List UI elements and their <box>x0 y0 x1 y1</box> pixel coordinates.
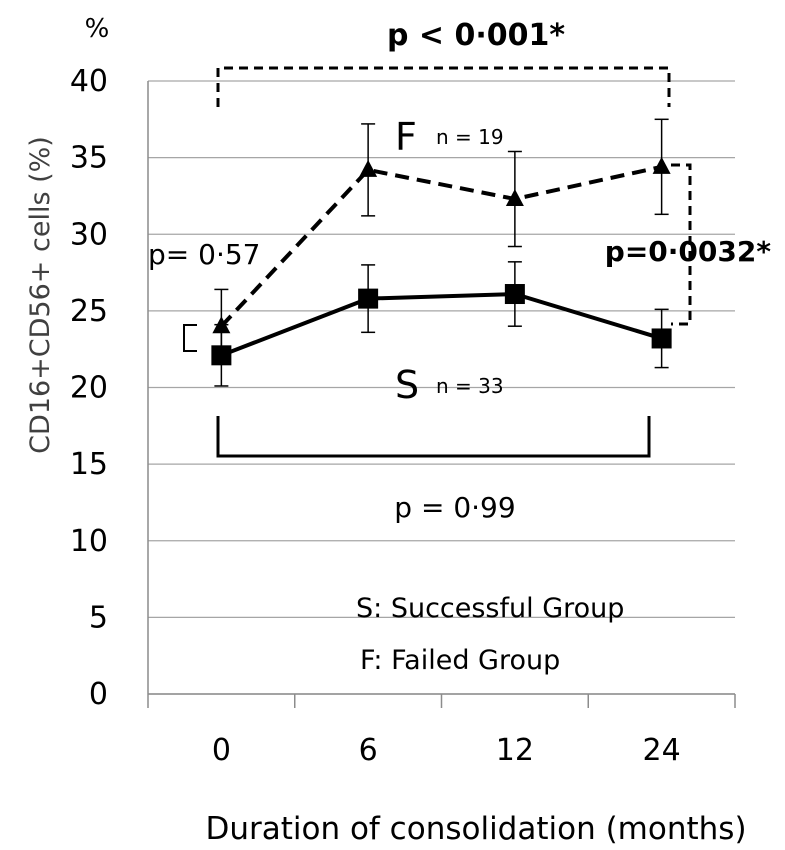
series-n-label-f: n = 19 <box>436 125 504 149</box>
series-label-f: F <box>395 115 417 159</box>
y-tick-label: 20 <box>70 371 108 406</box>
data-point-s <box>504 284 525 305</box>
x-tick-label: 24 <box>643 733 681 768</box>
y-tick-label: 15 <box>70 447 108 482</box>
series-line-f <box>219 164 663 328</box>
annotation-right-pvalue: p=0·0032* <box>605 235 772 268</box>
legend-text-failed: F: Failed Group <box>360 645 560 676</box>
x-tick-label: 6 <box>359 733 378 768</box>
data-point-s <box>211 345 232 366</box>
bracket-bottom <box>216 416 651 458</box>
y-tick-label: 10 <box>70 524 108 559</box>
bracket-right <box>671 163 692 326</box>
data-point-f <box>652 156 671 174</box>
gridlines <box>148 80 735 695</box>
y-tick-label: 5 <box>89 600 108 635</box>
series-label-s: S <box>395 363 419 407</box>
series-layer <box>211 118 672 387</box>
x-axis-label: Duration of consolidation (months) <box>205 811 746 846</box>
x-tick-label: 12 <box>496 733 534 768</box>
bracket-top <box>216 66 671 107</box>
y-tick-label: 25 <box>70 294 108 329</box>
y-tick-label: 30 <box>70 217 108 252</box>
bracket-left <box>183 324 197 352</box>
y-tick-label: 0 <box>89 677 108 712</box>
series-n-label-s: n = 33 <box>436 374 504 398</box>
x-tick-label: 0 <box>212 733 231 768</box>
data-point-f <box>505 189 524 207</box>
data-point-f <box>359 159 378 177</box>
annotation-top-pvalue: p < 0·001* <box>387 18 565 53</box>
axes: 0 5 10 15 20 25 30 35 40 0 6 12 24 <box>70 64 736 768</box>
annotation-bottom-pvalue: p = 0·99 <box>394 491 515 524</box>
series-line-s <box>220 292 663 358</box>
y-tick-label: 40 <box>70 64 108 99</box>
annotations <box>183 66 692 458</box>
data-point-s <box>358 288 379 309</box>
y-unit-label: % <box>85 14 110 44</box>
legend-text-successful: S: Successful Group <box>356 593 624 624</box>
annotation-left-pvalue: p= 0·57 <box>148 238 260 271</box>
data-point-s <box>651 328 672 349</box>
y-tick-label: 35 <box>70 141 108 176</box>
y-axis-label: CD16+CD56+ cells (%) <box>25 136 56 454</box>
